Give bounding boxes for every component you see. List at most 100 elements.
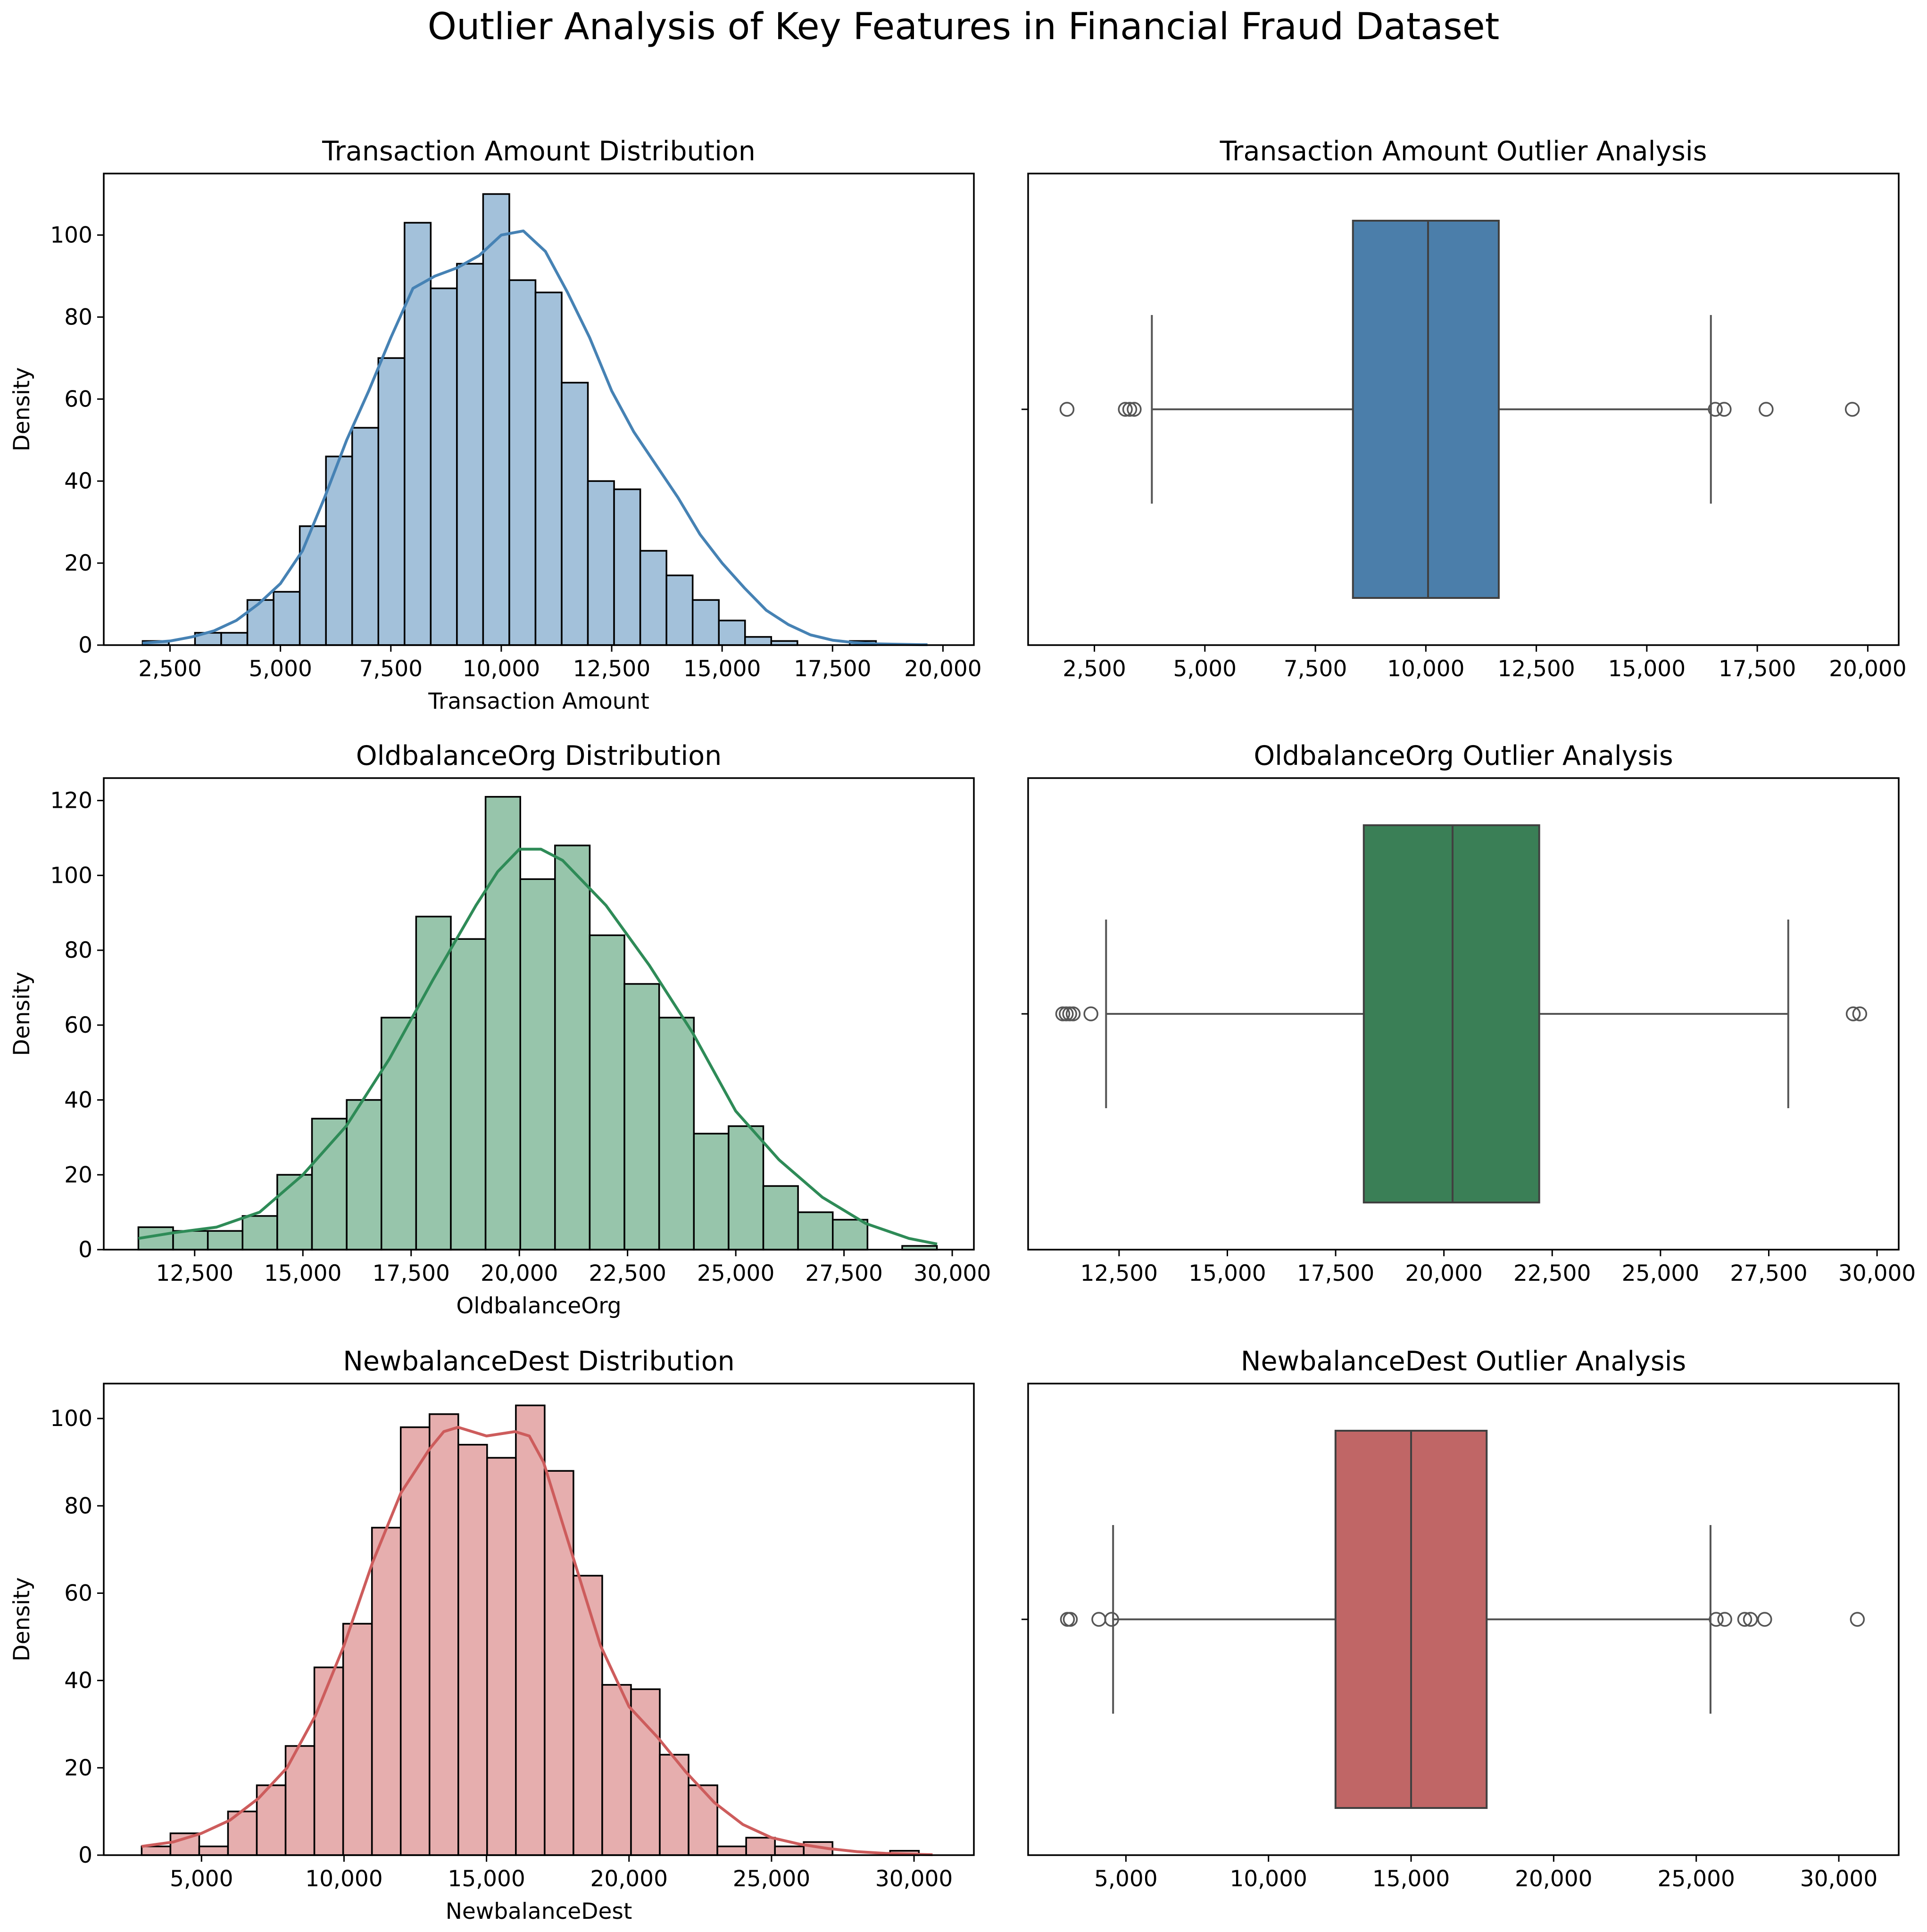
y-tick-label: 40 — [64, 1668, 92, 1694]
x-tick-label: 25,000 — [1622, 1260, 1699, 1286]
outlier-point — [1708, 402, 1723, 417]
histogram-bar — [797, 1211, 834, 1251]
y-tick-label: 40 — [64, 468, 92, 494]
histogram-bar — [484, 796, 521, 1251]
x-tick-label: 5,000 — [249, 656, 312, 682]
y-tick-label: 80 — [64, 304, 92, 330]
x-tick-label: 25,000 — [1657, 1866, 1735, 1892]
histogram-bar — [428, 1413, 459, 1856]
histogram-bar — [377, 357, 406, 646]
histogram-bar — [728, 1125, 764, 1251]
y-tick-label: 0 — [78, 1842, 92, 1868]
histogram-bar — [172, 1230, 209, 1251]
histogram-bar — [762, 1185, 799, 1251]
kde-line — [141, 1426, 933, 1857]
histogram-bar — [658, 1017, 695, 1251]
y-tick-label: 100 — [50, 1406, 92, 1432]
histogram-bar — [351, 427, 380, 646]
outlier-point — [1065, 1006, 1081, 1021]
chart-panel-1: Transaction Amount Distribution 0 20 40 60 80… — [9, 136, 982, 714]
x-tick-label: 17,500 — [794, 656, 871, 682]
panel-title: OldbalanceOrg Outlier Analysis — [1254, 740, 1673, 771]
outlier-point — [1717, 402, 1732, 417]
histogram-bar — [220, 632, 249, 646]
outlier-point — [1104, 1612, 1119, 1627]
x-tick-label: 25,000 — [733, 1866, 810, 1892]
outlier-point — [1717, 1612, 1732, 1627]
x-tick-label: 30,000 — [1800, 1866, 1877, 1892]
histogram-bar — [630, 1688, 661, 1856]
histogram-bar — [486, 1457, 517, 1856]
x-tick-label: 15,000 — [448, 1866, 525, 1892]
x-tick-label: 15,000 — [1372, 1866, 1450, 1892]
x-tick-label: 7,500 — [359, 656, 423, 682]
panel-title: NewbalanceDest Outlier Analysis — [1241, 1346, 1686, 1377]
outlier-point — [1055, 1006, 1071, 1021]
outlier-point — [1757, 1612, 1772, 1627]
y-axis-label: Density — [9, 1577, 35, 1662]
x-tick-label: 20,000 — [1405, 1260, 1482, 1286]
histogram-bar — [573, 1575, 603, 1856]
x-tick-label: 17,500 — [372, 1260, 449, 1286]
histogram-bar — [623, 983, 660, 1251]
histogram-bar — [207, 1230, 244, 1251]
histogram-bar — [482, 193, 510, 646]
x-tick-label: 15,000 — [683, 656, 761, 682]
x-tick-label: 30,000 — [1838, 1260, 1916, 1286]
axes-frame — [1027, 173, 1900, 646]
outlier-point — [1063, 1612, 1078, 1627]
axes-frame — [1027, 777, 1900, 1251]
iqr-box — [1352, 220, 1500, 599]
axes-frame — [103, 173, 975, 646]
x-tick-label: 10,000 — [1229, 1866, 1307, 1892]
histogram-bar — [688, 1784, 718, 1856]
histogram-bar — [456, 263, 484, 646]
histogram-bar — [716, 1845, 747, 1856]
histogram-bar — [415, 915, 452, 1251]
histogram-bar — [613, 488, 641, 646]
histogram-bar — [313, 1667, 344, 1856]
y-tick-label: 20 — [64, 1755, 92, 1781]
y-axis-label: Density — [9, 972, 35, 1056]
outlier-point — [1844, 402, 1860, 417]
histogram-bar — [380, 1017, 417, 1251]
histogram-bar — [587, 480, 615, 646]
outlier-point — [1059, 1006, 1074, 1021]
x-tick-label: 20,000 — [481, 1260, 558, 1286]
y-tick-label: 0 — [78, 632, 92, 658]
y-tick-label: 80 — [64, 1493, 92, 1519]
x-tick-label: 20,000 — [1515, 1866, 1592, 1892]
x-tick-label: 30,000 — [875, 1866, 953, 1892]
histogram-bar — [589, 934, 625, 1251]
outlier-point — [1059, 402, 1075, 417]
histogram-bar — [718, 620, 746, 646]
histogram-bar — [744, 636, 772, 646]
kde-line — [142, 229, 928, 647]
outlier-point — [1062, 1006, 1077, 1021]
x-tick-label: 2,500 — [138, 656, 202, 682]
x-tick-label: 27,500 — [805, 1260, 882, 1286]
histogram-bar — [601, 1684, 632, 1856]
x-tick-label: 7,500 — [1284, 656, 1347, 682]
kde-line — [138, 847, 938, 1246]
x-tick-label: 10,000 — [1387, 656, 1464, 682]
iqr-box — [1362, 824, 1540, 1203]
outlier-point — [1091, 1612, 1106, 1627]
outlier-point — [1118, 402, 1133, 417]
x-axis-label: OldbalanceOrg — [456, 1293, 621, 1319]
y-tick-label: 100 — [50, 862, 92, 888]
histogram-bar — [745, 1837, 776, 1856]
x-tick-label: 30,000 — [914, 1260, 991, 1286]
x-tick-label: 12,500 — [1497, 656, 1575, 682]
histogram-bar — [508, 279, 537, 646]
outlier-point — [1737, 1612, 1753, 1627]
x-tick-label: 10,000 — [463, 656, 540, 682]
y-tick-label: 100 — [50, 222, 92, 248]
x-tick-label: 15,000 — [264, 1260, 341, 1286]
histogram-bar — [246, 599, 274, 646]
y-tick-label: 60 — [64, 1580, 92, 1606]
x-tick-label: 12,500 — [156, 1260, 233, 1286]
histogram-bar — [346, 1099, 382, 1251]
axes-frame — [103, 1383, 975, 1856]
